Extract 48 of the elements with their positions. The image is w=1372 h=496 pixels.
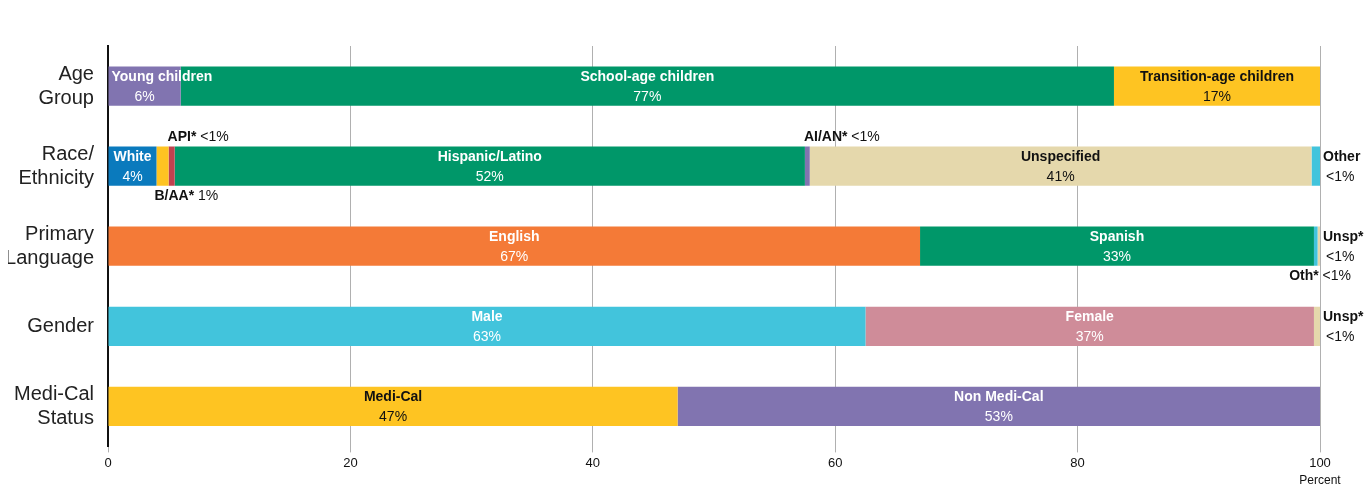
data-label: 6% [134,87,155,104]
series-label: B/AA* [154,186,195,203]
series-label: White [113,147,152,164]
series-label: API* [167,128,197,145]
series-label: AI/AN* [803,128,849,145]
series-label: English [488,228,540,245]
series-label: Unspecified [1020,147,1101,164]
data-label: 37% [1075,328,1104,345]
data-label: 67% [500,248,529,265]
series-label: Spanish [1089,228,1145,245]
series-label: Medi-Cal [363,388,423,405]
series-label: Hispanic/Latino [437,147,542,164]
data-label: <1% [1326,328,1355,345]
series-label: Non Medi-Cal [954,388,1044,405]
series-label: Unsp* [1323,308,1364,325]
series-label: School-age children [580,67,715,84]
data-label: <1% [200,128,229,145]
x-axis-title: Percent [1299,473,1342,488]
y-tick-label: Gender [27,313,95,336]
data-label: 47% [379,408,408,425]
x-tick-label: 0 [104,454,112,470]
data-label: 77% [633,87,662,104]
data-label: 17% [1202,87,1231,104]
data-label: 4% [122,167,143,184]
series-label: Male [471,308,503,325]
x-tick-label: 100 [1309,454,1331,470]
y-tick-label: Race/Ethnicity [18,141,95,188]
data-label: 33% [1102,248,1132,265]
x-tick-label: 40 [585,454,601,470]
x-tick-label: 80 [1070,454,1085,470]
y-tick-label: Age Group [38,61,94,108]
data-label: <1% [1326,248,1355,265]
series-label: Oth* [1289,266,1320,283]
x-tick-label: 60 [827,454,843,470]
data-label: 1% [198,186,219,203]
series-label: Other [1323,147,1361,164]
data-label: 53% [984,408,1013,425]
series-label: Unsp* [1323,228,1364,245]
data-label: 41% [1046,167,1075,184]
data-label: <1% [1326,167,1355,184]
series-label: Female [1065,308,1115,325]
data-label: 52% [475,167,504,184]
data-label: 63% [472,328,502,345]
x-tick-label: 20 [343,454,358,470]
data-label: <1% [851,128,880,145]
data-label: <1% [1322,266,1351,283]
y-tick-label: Medi-Cal Status [13,381,94,428]
series-label: Transition-age children [1139,67,1294,84]
